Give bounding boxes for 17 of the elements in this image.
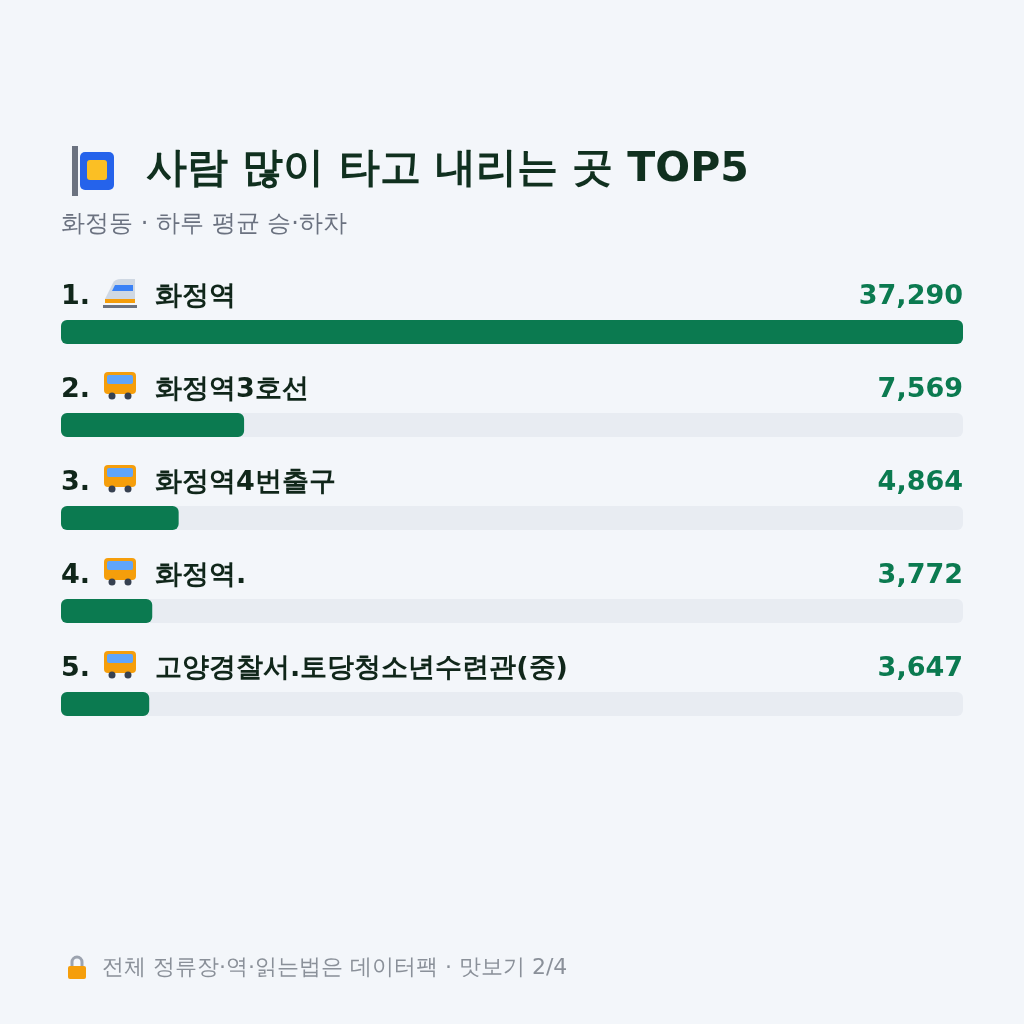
category-label: 4. 화정역. (61, 558, 247, 589)
category-label: 5. 고양경찰서.토당청소년수련관(중) (61, 651, 568, 682)
bar (61, 692, 150, 716)
text: 전체 정류장·역·읽는법은 데이터팩 · 맛보기 2/4 (102, 953, 568, 981)
data-label: 4,864 (877, 465, 963, 496)
bar (61, 413, 245, 437)
data-label: 3,647 (877, 651, 963, 682)
data-label: 3,772 (877, 558, 963, 589)
category-label: 1. 화정역 (61, 279, 236, 310)
category-label: 2. 화정역3호선 (61, 372, 309, 403)
bar (61, 506, 179, 530)
category-label: 3. 화정역4번출구 (61, 465, 336, 496)
chart-subtitle: 화정동 · 하루 평균 승·하차 (61, 208, 347, 239)
bar (61, 599, 153, 623)
data-label: 7,569 (877, 372, 963, 403)
chart-title: 사람 많이 타고 내리는 곳 TOP5 (146, 142, 749, 193)
data-label: 37,290 (858, 279, 963, 310)
